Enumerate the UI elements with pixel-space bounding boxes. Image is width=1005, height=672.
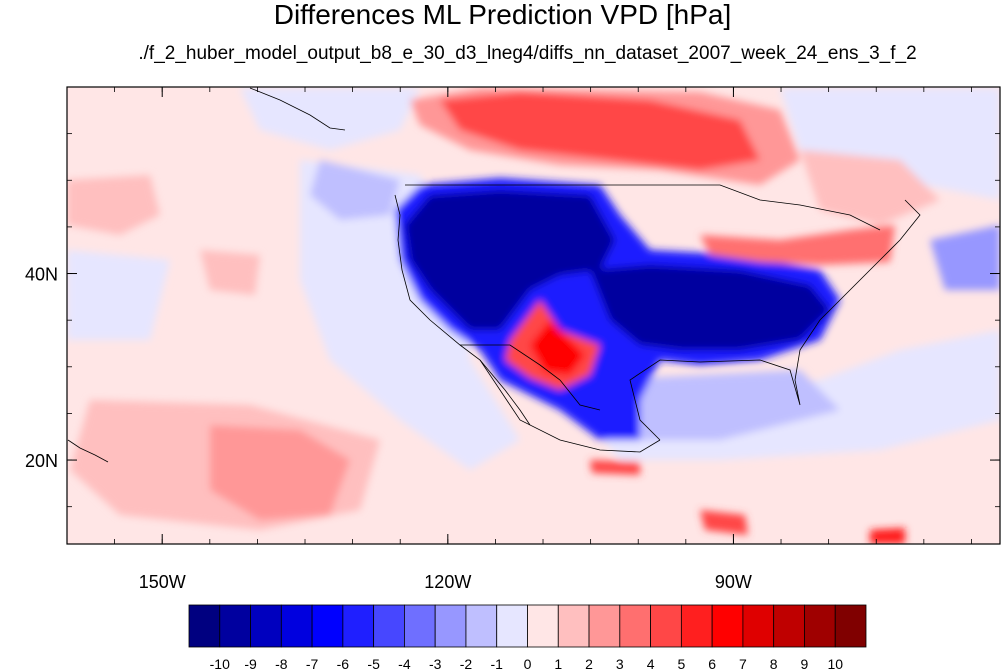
- field-red-greatlakes: [700, 225, 895, 265]
- colorbar-label: -7: [306, 656, 319, 672]
- field-light-blue-west: [67, 250, 170, 340]
- colorbar-label: 8: [770, 656, 778, 672]
- border-us-mexico: [460, 344, 601, 411]
- colorbar-swatch: [219, 604, 251, 648]
- colorbar-swatch: [188, 604, 221, 648]
- lon-tick-label: 150W: [139, 572, 186, 592]
- colorbar-swatch: [404, 604, 436, 648]
- map-subtitle: ./f_2_huber_model_output_b8_e_30_d3_lneg…: [138, 43, 917, 64]
- coastline-alaska-panhandle: [249, 87, 346, 131]
- field-red-central-pacific: [200, 250, 260, 295]
- lat-tick-label: 20N: [25, 451, 58, 471]
- map-axis-ticks: 150W 120W 90W 40N 20N: [25, 86, 1000, 592]
- colorbar-label: 4: [647, 656, 655, 672]
- colorbar-swatch: [773, 604, 805, 648]
- field-medium-blue-atlantic: [930, 225, 1000, 290]
- coastline-hawaii: [67, 439, 109, 463]
- colorbar-label: -10: [210, 656, 230, 672]
- colorbar-swatch: [588, 604, 621, 648]
- colorbar-swatch: [680, 604, 713, 648]
- colorbar-label: 9: [801, 656, 809, 672]
- lat-tick-label: 40N: [25, 265, 58, 285]
- colorbar-label: 0: [524, 656, 532, 672]
- colorbar-label: 10: [827, 656, 843, 672]
- border-us-canada: [405, 184, 881, 231]
- colorbar-label: 1: [554, 656, 562, 672]
- colorbar-swatch: [650, 604, 682, 648]
- colorbar-label: -6: [337, 656, 350, 672]
- lon-tick-label: 120W: [424, 572, 471, 592]
- map-plot-area: [67, 87, 1000, 544]
- colorbar-label: -2: [460, 656, 473, 672]
- field-light-blue-north: [780, 88, 1000, 200]
- colorbar-swatch: [834, 604, 867, 648]
- colorbar-label: -3: [429, 656, 442, 672]
- colorbar-swatch: [711, 604, 744, 648]
- coastline-north-america-west: [394, 194, 661, 453]
- colorbar-label: 6: [708, 656, 716, 672]
- colorbar-label: -5: [367, 656, 380, 672]
- colorbar-label: 5: [677, 656, 685, 672]
- colorbar-label: -8: [275, 656, 288, 672]
- field-blue-core-west: [405, 190, 615, 330]
- field-light-blue-central: [300, 160, 520, 470]
- field-red-north-core: [440, 92, 760, 170]
- colorbar-swatch: [373, 604, 405, 648]
- colorbar-swatch: [496, 604, 528, 648]
- colorbar-swatch: [250, 604, 282, 648]
- colorbar-swatch: [742, 604, 775, 648]
- colorbar-swatch: [557, 604, 590, 648]
- field-red-pacific-sw-core: [210, 425, 350, 520]
- colorbar-swatch: [619, 604, 651, 648]
- colorbar-label: 7: [739, 656, 747, 672]
- field-red-northeast: [800, 150, 940, 225]
- colorbar-swatch: [280, 604, 313, 648]
- colorbar-swatch: [527, 604, 559, 648]
- colorbar-label: 3: [616, 656, 624, 672]
- colorbar-label: -1: [491, 656, 504, 672]
- field-medium-blue-pacific: [310, 160, 400, 220]
- colorbar-label: 2: [585, 656, 593, 672]
- coastline-baja: [479, 359, 531, 426]
- colorbar-label: -9: [244, 656, 257, 672]
- lon-tick-label: 90W: [715, 572, 752, 592]
- field-red-southeast: [870, 528, 905, 544]
- difference-field: [67, 88, 1000, 544]
- field-red-texas-core: [530, 320, 585, 375]
- map-frame: [66, 86, 1001, 545]
- field-light-blue-nw: [240, 88, 420, 150]
- field-blue-core-east: [590, 265, 830, 350]
- colorbar-swatch: [465, 604, 498, 648]
- field-red-caribbean: [590, 460, 640, 475]
- colorbar-swatch: [342, 604, 375, 648]
- field-red-pacific-west: [67, 175, 160, 235]
- field-medium-blue-gulf: [600, 370, 840, 440]
- colorbar-label: -4: [398, 656, 411, 672]
- colorbar-swatch: [434, 604, 467, 648]
- colorbar-swatch: [311, 604, 344, 648]
- field-red-central-america: [700, 510, 748, 535]
- colorbar: -10 -9 -8 -7 -6 -5 -4 -3 -2 -1 0 1 2 3 4 5 6 7 8 9 10: [188, 604, 867, 672]
- map-title: Differences ML Prediction VPD [hPa]: [273, 0, 732, 30]
- coastlines: [67, 87, 921, 463]
- colorbar-swatch: [804, 604, 836, 648]
- coastline-gulf-atlantic: [629, 199, 921, 441]
